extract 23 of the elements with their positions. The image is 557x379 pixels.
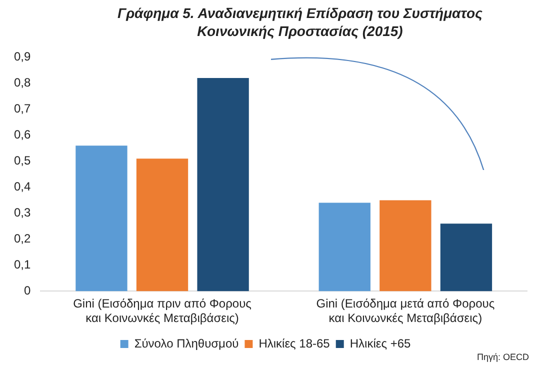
y-tick-label: 0,8 — [14, 76, 31, 90]
y-tick-label: 0,9 — [14, 50, 31, 64]
bar — [318, 202, 370, 292]
y-tick-label: 0,6 — [14, 128, 31, 142]
y-tick-label: 0,2 — [14, 232, 31, 246]
legend-label: Ηλικίες 18-65 — [258, 336, 330, 350]
y-tick-label: 0,1 — [14, 258, 31, 272]
text: Πηγή: OECD — [476, 352, 529, 362]
legend-label: Σύνολο Πληθυσμού — [134, 336, 239, 350]
x-tick-label: Gini (Εισόδημα μετά από Φορους και Κοινωνκές Μεταβιβάσεις) — [316, 296, 495, 326]
y-tick-label: 0 — [24, 284, 31, 298]
chart-title: Γράφημα 5. Αναδιανεμητική Επίδραση του Συστήματος Κοινωνικής Προστασίας (2015) — [116, 4, 484, 40]
y-tick-label: 0,4 — [14, 180, 31, 194]
y-tick-label: 0,7 — [14, 102, 31, 116]
y-tick-label: 0,3 — [14, 206, 31, 220]
bar — [197, 78, 249, 292]
bar — [440, 224, 492, 292]
x-tick-label: Gini (Εισόδημα πριν από Φορους και Κοινωνκές Μεταβιβάσεις) — [73, 296, 252, 326]
bar — [380, 200, 432, 292]
y-tick-label: 0,5 — [14, 154, 31, 168]
legend-label: Ηλικίες +65 — [350, 336, 412, 350]
bar — [136, 158, 188, 292]
bar — [76, 146, 128, 292]
